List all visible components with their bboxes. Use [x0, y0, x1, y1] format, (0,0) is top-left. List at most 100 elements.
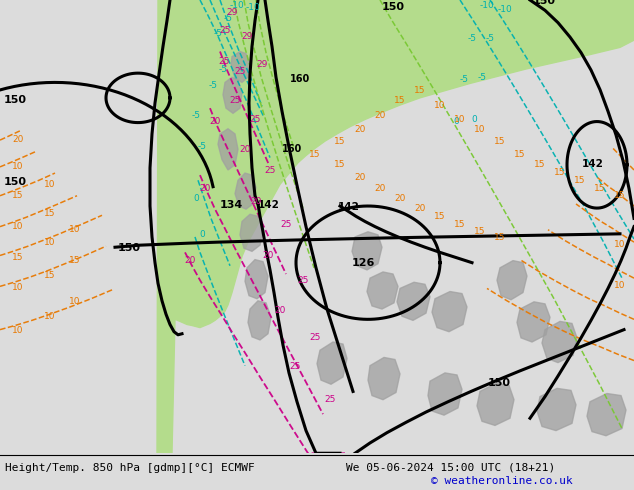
- Polygon shape: [368, 357, 400, 400]
- Text: 126: 126: [352, 258, 375, 268]
- Text: 150: 150: [4, 95, 27, 105]
- Text: -10: -10: [498, 5, 512, 14]
- Text: 25: 25: [219, 26, 231, 35]
- Text: 20: 20: [275, 306, 286, 315]
- Text: -10: -10: [480, 1, 495, 10]
- Polygon shape: [317, 342, 347, 384]
- Text: Height/Temp. 850 hPa [gdmp][°C] ECMWF: Height/Temp. 850 hPa [gdmp][°C] ECMWF: [5, 463, 255, 473]
- Text: 15: 15: [574, 176, 586, 185]
- Text: 150: 150: [382, 2, 405, 12]
- Polygon shape: [517, 302, 550, 342]
- Text: 10: 10: [44, 180, 56, 190]
- Text: 20: 20: [239, 146, 250, 154]
- Text: 10: 10: [434, 101, 446, 110]
- Polygon shape: [235, 173, 256, 209]
- Text: 15: 15: [474, 227, 486, 236]
- Text: 10: 10: [12, 326, 23, 335]
- Text: 10: 10: [454, 115, 466, 123]
- Text: 0: 0: [453, 117, 459, 125]
- Text: 150: 150: [118, 244, 141, 253]
- Polygon shape: [157, 0, 634, 453]
- Text: 15: 15: [495, 137, 506, 146]
- Polygon shape: [231, 51, 250, 82]
- Text: 29: 29: [242, 32, 253, 41]
- Text: 15: 15: [454, 220, 466, 229]
- Text: 160: 160: [282, 145, 302, 154]
- Text: 20: 20: [262, 250, 274, 260]
- Text: 10: 10: [614, 281, 626, 291]
- Text: 20: 20: [354, 173, 366, 182]
- Polygon shape: [248, 301, 271, 340]
- Polygon shape: [245, 260, 268, 299]
- Text: 25: 25: [309, 333, 321, 342]
- Text: 25: 25: [280, 220, 292, 229]
- Text: 25: 25: [218, 57, 230, 66]
- Text: 10: 10: [12, 221, 23, 231]
- Text: 150: 150: [488, 378, 511, 388]
- Text: 15: 15: [534, 160, 546, 169]
- Text: 142: 142: [582, 159, 604, 169]
- Text: 15: 15: [414, 86, 426, 95]
- Text: -5: -5: [219, 65, 228, 74]
- Polygon shape: [218, 129, 238, 170]
- Text: 15: 15: [614, 191, 626, 200]
- Polygon shape: [240, 214, 263, 251]
- Text: 10: 10: [12, 162, 23, 171]
- Text: -5: -5: [486, 34, 495, 43]
- Text: 142: 142: [596, 0, 618, 2]
- Text: 15: 15: [594, 184, 605, 193]
- Text: 15: 15: [334, 160, 346, 169]
- Polygon shape: [397, 282, 430, 320]
- Polygon shape: [542, 321, 577, 363]
- Text: 29: 29: [256, 60, 268, 69]
- Text: 10: 10: [44, 312, 56, 321]
- Text: -5: -5: [198, 143, 207, 151]
- Text: 25: 25: [325, 395, 335, 404]
- Text: 0: 0: [193, 194, 199, 203]
- Text: 25: 25: [235, 67, 246, 76]
- Text: -5: -5: [467, 34, 477, 43]
- Text: 15: 15: [44, 209, 56, 219]
- Text: 20: 20: [374, 184, 385, 193]
- Polygon shape: [367, 272, 398, 309]
- Text: 15: 15: [44, 271, 56, 280]
- Polygon shape: [537, 389, 576, 431]
- Text: 15: 15: [434, 212, 446, 221]
- Text: 10: 10: [614, 240, 626, 249]
- Text: 25: 25: [297, 276, 309, 285]
- Text: -5: -5: [191, 111, 200, 121]
- Text: 20: 20: [12, 135, 23, 144]
- Polygon shape: [477, 383, 514, 425]
- Text: -5: -5: [209, 80, 217, 90]
- Text: 142: 142: [338, 202, 360, 212]
- Text: 15: 15: [12, 252, 23, 262]
- Text: © weatheronline.co.uk: © weatheronline.co.uk: [431, 476, 573, 486]
- Text: 15: 15: [554, 168, 566, 177]
- Text: 20: 20: [394, 194, 406, 203]
- Text: 29: 29: [226, 8, 238, 18]
- Text: 15: 15: [309, 149, 321, 159]
- Text: 25: 25: [289, 362, 301, 371]
- Text: 25: 25: [249, 115, 261, 123]
- Text: -10: -10: [245, 3, 261, 12]
- Text: 20: 20: [250, 197, 262, 206]
- Polygon shape: [587, 393, 626, 436]
- Polygon shape: [432, 292, 467, 332]
- Text: -5: -5: [477, 74, 486, 82]
- Polygon shape: [223, 77, 242, 113]
- Text: 15: 15: [495, 233, 506, 242]
- Text: 150: 150: [4, 177, 27, 187]
- Text: 160: 160: [290, 74, 310, 84]
- Text: -5: -5: [460, 75, 469, 84]
- Text: 20: 20: [209, 117, 221, 125]
- Text: 20: 20: [199, 184, 210, 193]
- Text: 0: 0: [471, 115, 477, 123]
- Text: 15: 15: [514, 149, 526, 159]
- Text: 134: 134: [220, 200, 243, 210]
- Text: 20: 20: [184, 256, 196, 265]
- Text: 25: 25: [264, 166, 276, 175]
- Polygon shape: [497, 261, 527, 300]
- Text: 15: 15: [394, 96, 406, 105]
- Text: 15: 15: [12, 191, 23, 200]
- Text: 10: 10: [69, 297, 81, 306]
